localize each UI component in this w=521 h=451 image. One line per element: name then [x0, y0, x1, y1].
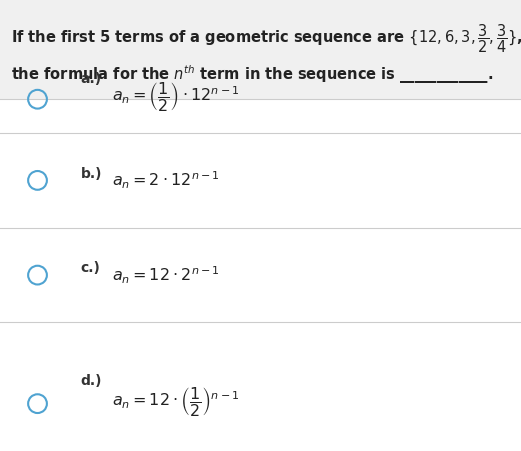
Text: $a_n = \left(\dfrac{1}{2}\right) \cdot 12^{n-1}$: $a_n = \left(\dfrac{1}{2}\right) \cdot 1… — [112, 80, 240, 114]
Text: a.): a.) — [81, 72, 102, 86]
Text: d.): d.) — [81, 374, 102, 388]
Text: $a_n = 12 \cdot \left(\dfrac{1}{2}\right)^{n-1}$: $a_n = 12 \cdot \left(\dfrac{1}{2}\right… — [112, 385, 240, 418]
Text: the formula for the $n^{th}$ term in the sequence is ____________.: the formula for the $n^{th}$ term in the… — [11, 63, 494, 86]
Text: b.): b.) — [81, 166, 102, 181]
Text: c.): c.) — [81, 261, 101, 276]
FancyBboxPatch shape — [0, 0, 521, 99]
Text: $a_n = 12 \cdot 2^{n-1}$: $a_n = 12 \cdot 2^{n-1}$ — [112, 264, 220, 286]
Text: If the first 5 terms of a geometric sequence are $\{12, 6, 3, \dfrac{3}{2}, \dfr: If the first 5 terms of a geometric sequ… — [11, 22, 521, 55]
FancyBboxPatch shape — [0, 99, 521, 451]
Text: $a_n = 2 \cdot 12^{n-1}$: $a_n = 2 \cdot 12^{n-1}$ — [112, 170, 220, 191]
